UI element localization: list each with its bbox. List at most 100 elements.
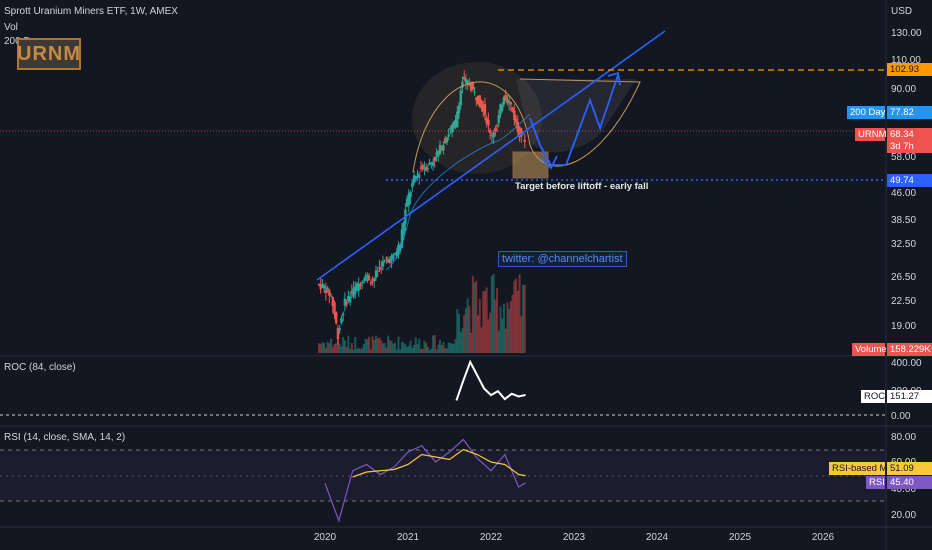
volume-bar [416, 344, 419, 353]
volume-bar [438, 339, 441, 353]
price-tick-label: 38.50 [891, 215, 916, 226]
volume-bar [497, 330, 500, 353]
volume-bar [501, 318, 504, 353]
volume-bar [338, 343, 341, 353]
candle-body [433, 156, 437, 162]
volume-bar [404, 344, 407, 353]
candle-body [385, 257, 388, 259]
candle-body [488, 130, 492, 134]
volume-bar [387, 335, 390, 353]
volume-bar [400, 341, 403, 353]
volume-bar [392, 343, 395, 353]
volume-bar [447, 342, 450, 353]
volume-bar [499, 306, 502, 353]
candle-body [359, 284, 362, 287]
candle-body [511, 107, 514, 112]
candle-body [352, 287, 355, 297]
volume-bar [378, 337, 381, 353]
price-tick-label: 110.00 [891, 55, 921, 66]
roc-value-badge: 151.27 [887, 390, 932, 403]
candle-body [490, 135, 494, 137]
candle-body [520, 128, 523, 137]
volume-bar [483, 290, 486, 353]
candle-body [317, 284, 321, 286]
x-axis-label: 2024 [645, 532, 669, 543]
candle-body [431, 161, 435, 166]
volume-bar [428, 349, 431, 353]
candle-body [397, 244, 400, 255]
candle-body [345, 301, 348, 305]
rsi-tick-label: 40.00 [891, 484, 916, 495]
volume-bar [414, 337, 417, 353]
volume-bar [409, 340, 412, 353]
rsi-ma-name-badge: RSI-based MA [829, 462, 894, 475]
candle-body [523, 139, 526, 142]
candle-body [456, 111, 459, 128]
candle-body [362, 282, 366, 284]
volume-bar [508, 308, 511, 353]
volume-bar [335, 343, 338, 353]
candle-body [487, 119, 490, 126]
volume-bar [458, 313, 461, 353]
candle-body [501, 104, 504, 111]
projection-arrow-down [540, 155, 558, 170]
candle-body [421, 164, 424, 170]
candle-body [462, 77, 466, 80]
volume-bar [406, 346, 409, 353]
volume-bar [319, 343, 322, 353]
volume-bar [461, 327, 464, 353]
candle-body [331, 297, 334, 307]
volume-bar [468, 306, 471, 353]
urnm-name-badge: URNM [855, 128, 887, 141]
roc-series-line [455, 359, 526, 401]
volume-bar [426, 346, 429, 353]
candle-body [485, 117, 488, 124]
candle-body [471, 83, 475, 90]
volume-bar [502, 303, 505, 353]
volume-bar [376, 338, 379, 353]
volume-bar [516, 290, 519, 353]
target-price-badge: 102.93 [887, 63, 932, 76]
candle-body [343, 298, 347, 306]
rsi-lines [324, 438, 526, 523]
volume-bar [385, 347, 388, 353]
volume-bar [399, 349, 402, 353]
candle-body [333, 302, 336, 315]
candle-body [383, 259, 386, 261]
volume-bar [423, 340, 426, 353]
candle-body [366, 274, 369, 276]
candle-body [350, 290, 354, 294]
candle-body [423, 168, 426, 170]
currency-label: USD [891, 6, 913, 17]
x-axis-label: 2021 [396, 532, 420, 543]
candle-body [473, 91, 476, 93]
candle-body [324, 289, 328, 294]
price-tick-label: 58.00 [891, 152, 916, 163]
candle-body [407, 193, 411, 206]
volume-bar [521, 285, 524, 353]
volume-bar [463, 314, 466, 353]
candle-body [400, 229, 404, 249]
candle-body [480, 101, 483, 109]
candle-body [483, 103, 487, 116]
ma-200-line [385, 113, 531, 271]
volume-bar [471, 276, 474, 353]
volume-bar [324, 348, 327, 353]
volume-bar [459, 331, 462, 353]
rsi-tick-label: 20.00 [891, 510, 916, 521]
volume-bar [349, 348, 352, 353]
candle-body [497, 114, 500, 123]
rsi-value-badge: 45.40 [887, 476, 932, 489]
volume-bar [326, 341, 329, 353]
candle-body [386, 259, 390, 263]
candle-body [476, 95, 480, 104]
rsi-pane-label: RSI (14, close, SMA, 14, 2) [4, 432, 126, 443]
volume-bar [466, 298, 469, 353]
volume-legend: Vol [4, 22, 18, 33]
candle-body [340, 318, 343, 323]
candle-body [416, 173, 419, 175]
candle-body [449, 128, 452, 130]
volume-bar [323, 342, 326, 353]
candle-body [369, 282, 373, 284]
